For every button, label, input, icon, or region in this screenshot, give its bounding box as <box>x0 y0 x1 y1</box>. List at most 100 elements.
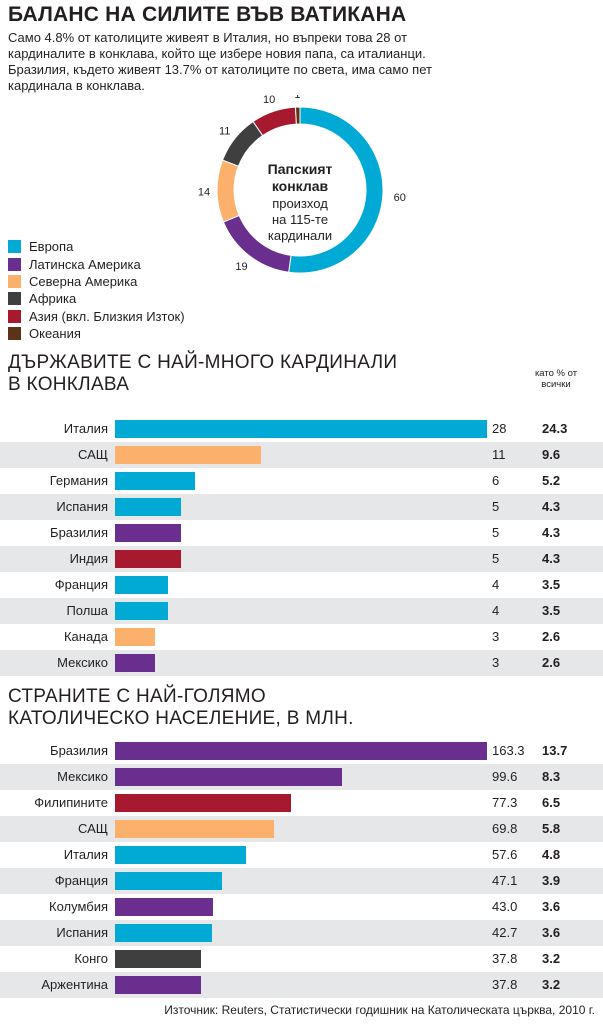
bar-category-label: Конго <box>74 951 108 966</box>
bar-percent-label: 2.6 <box>542 655 561 670</box>
bar-percent-label: 3.2 <box>542 951 561 966</box>
legend-swatch <box>8 292 21 306</box>
bar-category-label: Канада <box>63 629 108 644</box>
bar <box>115 898 213 916</box>
bar <box>115 576 169 594</box>
bar-category-label: Колумбия <box>49 899 108 914</box>
bar <box>115 602 169 620</box>
bar-value-label: 5 <box>492 525 500 540</box>
legend-item: Азия (вкл. Близкия Изток) <box>8 308 185 325</box>
donut-value-label: 10 <box>263 95 275 106</box>
bar-row: Италия 28 24.3 <box>0 416 603 442</box>
donut-center-title: Папският <box>268 161 333 177</box>
bar-row: Бразилия 5 4.3 <box>0 520 603 546</box>
bar-row: Франция 47.1 3.9 <box>0 868 603 894</box>
bar <box>115 550 182 568</box>
bar-value-label: 5 <box>492 551 500 566</box>
legend-swatch <box>8 240 21 254</box>
bar-percent-label: 13.7 <box>542 743 568 758</box>
bar <box>115 446 262 464</box>
bar <box>115 742 487 760</box>
bar <box>115 654 155 672</box>
cardinals-bar-chart: Италия 28 24.3 САЩ 11 9.6 Германия 6 5.2 Испания 5… <box>0 416 603 676</box>
bar-row: Колумбия 43.0 3.6 <box>0 894 603 920</box>
bar-percent-label: 3.5 <box>542 603 561 618</box>
bar <box>115 924 213 942</box>
page-title: БАЛАНС НА СИЛИТЕ ВЪВ ВАТИКАНА <box>8 3 407 26</box>
bar-category-label: САЩ <box>78 821 108 836</box>
bar-value-label: 4 <box>492 577 500 592</box>
bar-row: Бразилия 163.3 13.7 <box>0 738 603 764</box>
legend-swatch <box>8 309 21 323</box>
bar-value-label: 11 <box>492 447 506 462</box>
legend-swatch <box>8 257 21 271</box>
bar-category-label: Франция <box>54 577 108 592</box>
region-legend: Европа Латинска Америка Северна Америка Афр… <box>8 238 185 342</box>
legend-label: Океания <box>29 326 81 342</box>
bar-category-label: Испания <box>56 499 108 514</box>
bar-category-label: Франция <box>54 873 108 888</box>
bar-value-label: 43.0 <box>492 899 518 914</box>
bar-value-label: 99.6 <box>492 769 518 784</box>
donut-value-label: 1 <box>294 95 300 101</box>
bar <box>115 872 223 890</box>
bar-row: Испания 42.7 3.6 <box>0 920 603 946</box>
bar-row: Франция 4 3.5 <box>0 572 603 598</box>
bar-percent-label: 4.3 <box>542 499 561 514</box>
bar-percent-label: 4.3 <box>542 551 561 566</box>
bar-category-label: Филипините <box>34 795 108 810</box>
bar-percent-label: 3.2 <box>542 977 561 992</box>
legend-item: Океания <box>8 325 185 342</box>
bar-row: Германия 6 5.2 <box>0 468 603 494</box>
bar-category-label: Аржентина <box>41 977 108 992</box>
cardinals-title-line1: ДЪРЖАВИТЕ С НАЙ-МНОГО КАРДИНАЛИ <box>8 352 398 373</box>
bar-category-label: Индия <box>69 551 108 566</box>
bar <box>115 976 202 994</box>
bar <box>115 950 202 968</box>
bar-row: Испания 5 4.3 <box>0 494 603 520</box>
bar-category-label: Италия <box>63 421 108 436</box>
bar-row: Конго 37.8 3.2 <box>0 946 603 972</box>
bar <box>115 820 274 838</box>
bar-percent-label: 3.9 <box>542 873 561 888</box>
population-bar-chart: Бразилия 163.3 13.7 Мексико 99.6 8.3 Филипинит… <box>0 738 603 998</box>
donut-slice <box>294 106 301 125</box>
bar-row: САЩ 11 9.6 <box>0 442 603 468</box>
bar-category-label: Италия <box>63 847 108 862</box>
bar-row: Филипините 77.3 6.5 <box>0 790 603 816</box>
legend-item: Африка <box>8 290 185 307</box>
bar-row: Мексико 99.6 8.3 <box>0 764 603 790</box>
bar-value-label: 163.3 <box>492 743 525 758</box>
bar-category-label: Испания <box>56 925 108 940</box>
bar-category-label: Полша <box>66 603 108 618</box>
donut-center-title: конклав <box>272 178 329 194</box>
bar-value-label: 69.8 <box>492 821 518 836</box>
legend-label: Северна Америка <box>29 273 138 289</box>
bar-row: САЩ 69.8 5.8 <box>0 816 603 842</box>
source-note: Източник: Reuters, Статистически годишни… <box>164 1003 595 1017</box>
bar <box>115 472 195 490</box>
donut-value-label: 11 <box>219 125 230 137</box>
bar-percent-label: 24.3 <box>542 421 568 436</box>
bar <box>115 768 342 786</box>
bar-category-label: Мексико <box>57 655 108 670</box>
bar-value-label: 77.3 <box>492 795 518 810</box>
cardinals-title-line2: В КОНКЛАВА <box>8 374 130 395</box>
bar-percent-label: 5.2 <box>542 473 561 488</box>
legend-label: Европа <box>29 239 74 255</box>
donut-value-label: 60 <box>394 192 406 204</box>
legend-swatch <box>8 274 21 288</box>
bar-value-label: 5 <box>492 499 500 514</box>
donut-center-label: кардинали <box>268 228 332 243</box>
bar-percent-label: 3.6 <box>542 899 561 914</box>
bar-category-label: Бразилия <box>50 743 108 758</box>
bar-percent-label: 4.3 <box>542 525 561 540</box>
population-title-line1: СТРАНИТЕ С НАЙ-ГОЛЯМО <box>8 686 266 707</box>
bar-percent-label: 2.6 <box>542 629 561 644</box>
bar-category-label: Германия <box>49 473 108 488</box>
bar-category-label: Бразилия <box>50 525 108 540</box>
bar-category-label: САЩ <box>78 447 108 462</box>
bar-row: Мексико 3 2.6 <box>0 650 603 676</box>
bar-value-label: 42.7 <box>492 925 518 940</box>
